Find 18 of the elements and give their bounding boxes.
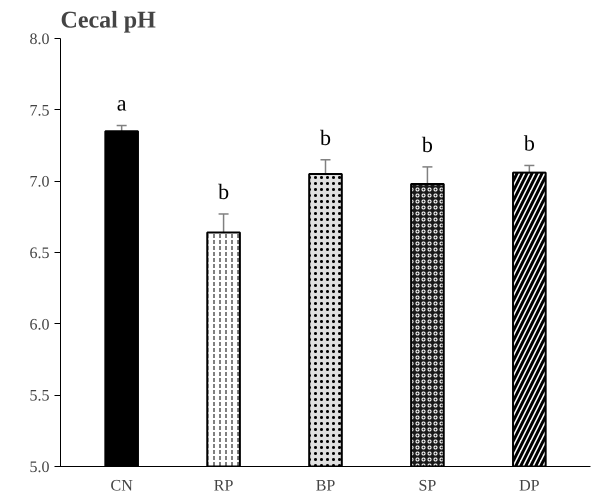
annotation: b (320, 124, 331, 150)
chart-title: Cecal pH (60, 8, 156, 34)
y-tick-label: 5.0 (30, 459, 50, 476)
annotation: b (422, 132, 433, 157)
x-tick-label: RP (214, 478, 234, 494)
x-tick-label: CN (110, 478, 134, 494)
x-tick-label: SP (418, 478, 436, 494)
y-tick-label: 5.5 (30, 388, 50, 405)
y-tick-label: 6.0 (30, 316, 50, 334)
annotation: b (524, 130, 535, 156)
y-tick-label: 6.5 (30, 245, 50, 262)
annotation: b (218, 178, 230, 204)
y-tick-label: 7.0 (30, 174, 50, 191)
x-tick-label: DP (519, 478, 540, 494)
y-tick-label: 7.5 (30, 102, 50, 120)
annotation: a (116, 90, 127, 116)
y-tick-label: 8.0 (30, 31, 50, 48)
x-tick-label: BP (316, 478, 336, 494)
